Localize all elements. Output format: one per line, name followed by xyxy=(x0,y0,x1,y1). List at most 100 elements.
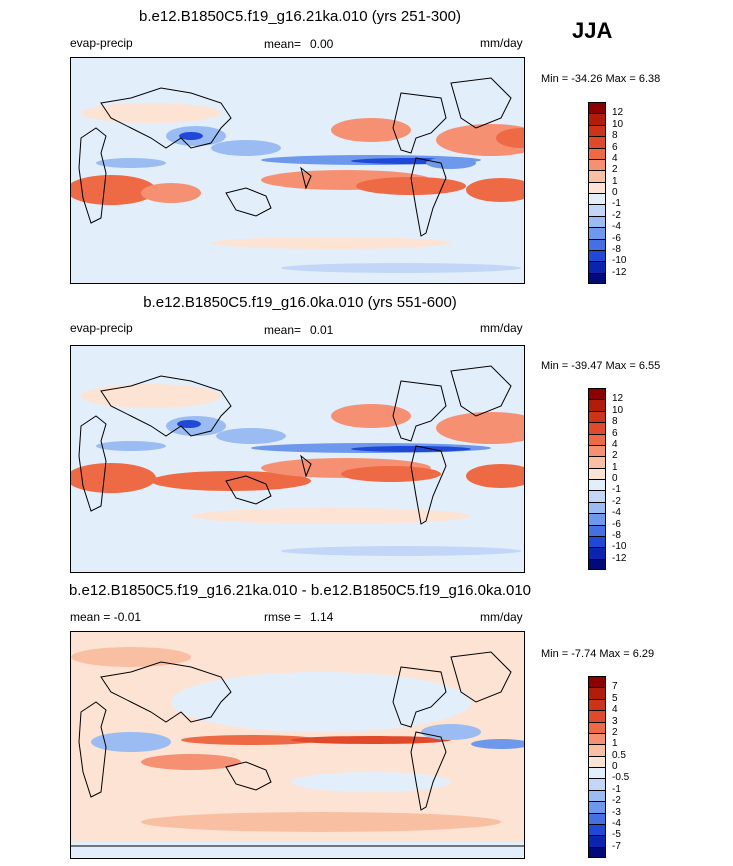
colorbar-swatch xyxy=(588,238,606,251)
colorbar-label: -1 xyxy=(612,783,621,795)
colorbar-label: 1 xyxy=(612,461,618,473)
panel3-units: mm/day xyxy=(480,610,523,624)
colorbar-label: 1 xyxy=(612,175,618,187)
colorbar-label: -4 xyxy=(612,221,621,233)
colorbar-swatch xyxy=(588,524,606,537)
colorbar-swatch xyxy=(588,249,606,263)
colorbar-label: -1 xyxy=(612,484,621,496)
colorbar-label: 7 xyxy=(612,681,618,693)
colorbar-label: -2 xyxy=(612,795,621,807)
colorbar-label: -10 xyxy=(612,541,627,553)
panel1-colorbar: 12 10 8 6 4 2 1 0 -1 -2 -4 -6 -8 -10 -12 xyxy=(588,102,626,284)
colorbar-swatch xyxy=(588,136,606,149)
panel1-title: b.e12.B1850C5.f19_g16.21ka.010 (yrs 251-… xyxy=(139,8,461,25)
colorbar-label: 3 xyxy=(612,715,618,727)
colorbar-swatch xyxy=(588,399,606,412)
colorbar-label: 4 xyxy=(612,152,618,164)
colorbar-swatch xyxy=(588,721,606,734)
colorbar-swatch xyxy=(588,547,606,560)
colorbar-label: 2 xyxy=(612,726,618,738)
panel2-colorbar: 12 10 8 6 4 2 1 0 -1 -2 -4 -6 -8 -10 -12 xyxy=(588,388,626,570)
colorbar-swatch xyxy=(588,204,606,217)
colorbar-label: 6 xyxy=(612,427,618,439)
colorbar-swatch xyxy=(588,410,606,424)
colorbar-swatch xyxy=(588,433,606,446)
panel1-mean-label: mean= xyxy=(264,37,302,51)
colorbar-swatch xyxy=(588,102,606,115)
colorbar-label: -12 xyxy=(612,552,627,564)
colorbar-label: -10 xyxy=(612,255,627,267)
colorbar-swatch xyxy=(588,467,606,480)
colorbar-label: -2 xyxy=(612,209,621,221)
colorbar-swatch xyxy=(588,444,606,458)
colorbar-swatch xyxy=(588,823,606,837)
panel2-title: b.e12.B1850C5.f19_g16.0ka.010 (yrs 551-6… xyxy=(143,294,457,311)
colorbar-swatch xyxy=(588,513,606,526)
colorbar-swatch xyxy=(588,388,606,401)
panel3-colorbar: 7 5 4 3 2 1 0.5 0 -0.5 -1 -2 -3 -4 -5 -7 xyxy=(588,676,629,858)
colorbar-swatch xyxy=(588,479,606,492)
panel3-rmse-label: rmse = xyxy=(264,610,302,624)
colorbar-label: 2 xyxy=(612,164,618,176)
colorbar-swatch xyxy=(588,732,606,746)
panel1-variable-label: evap-precip xyxy=(70,36,133,50)
colorbar-label: 0 xyxy=(612,473,618,484)
colorbar-label: -4 xyxy=(612,817,621,829)
colorbar-label: 1 xyxy=(612,738,618,750)
colorbar-label: 10 xyxy=(612,118,624,130)
colorbar-label: 0.5 xyxy=(612,749,626,761)
colorbar-swatch xyxy=(588,124,606,138)
colorbar-label: -6 xyxy=(612,232,621,244)
colorbar-label: 12 xyxy=(612,107,624,119)
colorbar-swatch xyxy=(588,744,606,757)
colorbar-label: 6 xyxy=(612,141,618,153)
panel2-variable-label: evap-precip xyxy=(70,321,133,335)
colorbar-label: -1 xyxy=(612,198,621,210)
colorbar-swatch xyxy=(588,261,606,274)
colorbar-label: -12 xyxy=(612,266,627,278)
colorbar-label: 8 xyxy=(612,130,618,142)
colorbar-label: 0 xyxy=(612,187,618,198)
colorbar-label: -7 xyxy=(612,840,621,852)
colorbar-swatch xyxy=(588,755,606,768)
colorbar-swatch xyxy=(588,501,606,515)
panel1-map-field xyxy=(71,58,524,283)
panel3-rmse-value: 1.14 xyxy=(310,610,334,624)
colorbar-label: 5 xyxy=(612,692,618,704)
colorbar-label: -3 xyxy=(612,806,621,818)
colorbar-label: 8 xyxy=(612,416,618,428)
colorbar-label: 4 xyxy=(612,704,618,716)
panel2-mean-label: mean= xyxy=(264,323,302,337)
colorbar-swatch xyxy=(588,676,606,689)
colorbar-swatch xyxy=(588,767,606,780)
colorbar-swatch xyxy=(588,801,606,814)
colorbar-swatch xyxy=(588,215,606,229)
colorbar-label: -8 xyxy=(612,243,621,255)
colorbar-swatch xyxy=(588,181,606,194)
panel2-mean-value: 0.01 xyxy=(310,323,334,337)
panel1-map xyxy=(70,57,525,284)
panel1-minmax: Min = -34.26 Max = 6.38 xyxy=(541,73,661,85)
panel3-map-field xyxy=(71,632,524,858)
panel2-minmax: Min = -39.47 Max = 6.55 xyxy=(541,360,661,372)
colorbar-swatch xyxy=(588,698,606,712)
colorbar-swatch xyxy=(588,147,606,160)
panel2-map xyxy=(70,345,525,573)
colorbar-label: 10 xyxy=(612,404,624,416)
panel1-mean-value: 0.00 xyxy=(310,37,334,51)
colorbar-swatch xyxy=(588,835,606,848)
colorbar-swatch xyxy=(588,687,606,700)
panel1-units: mm/day xyxy=(480,36,523,50)
colorbar-label: -6 xyxy=(612,518,621,530)
colorbar-swatch xyxy=(588,170,606,183)
panel3-title: b.e12.B1850C5.f19_g16.21ka.010 - b.e12.B… xyxy=(68,582,532,599)
colorbar-label: -5 xyxy=(612,829,621,841)
colorbar-swatch xyxy=(588,778,606,791)
colorbar-swatch xyxy=(588,456,606,469)
colorbar-swatch xyxy=(588,193,606,206)
panel3-map xyxy=(70,631,525,859)
colorbar-swatch xyxy=(588,227,606,240)
colorbar-label: 0 xyxy=(612,761,618,772)
colorbar-label: -8 xyxy=(612,529,621,541)
colorbar-swatch xyxy=(588,789,606,803)
